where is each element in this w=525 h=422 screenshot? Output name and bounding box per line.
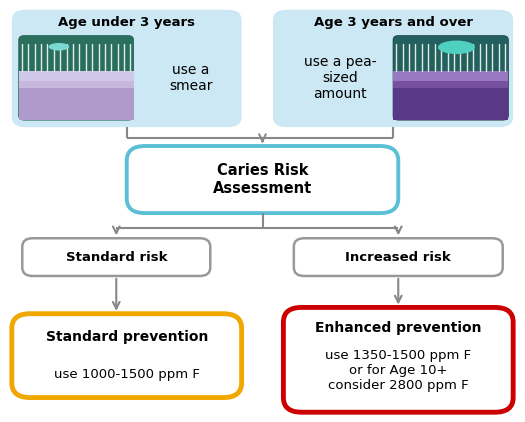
Text: Caries Risk
Assessment: Caries Risk Assessment xyxy=(213,163,312,196)
Text: use 1350-1500 ppm F
or for Age 10+
consider 2800 ppm F: use 1350-1500 ppm F or for Age 10+ consi… xyxy=(325,349,471,392)
FancyBboxPatch shape xyxy=(12,314,242,398)
Text: Standard risk: Standard risk xyxy=(66,251,167,264)
FancyBboxPatch shape xyxy=(19,35,134,120)
Bar xyxy=(393,88,508,120)
Ellipse shape xyxy=(49,43,69,51)
Text: Enhanced prevention: Enhanced prevention xyxy=(315,322,481,335)
Ellipse shape xyxy=(438,41,475,54)
FancyBboxPatch shape xyxy=(284,307,513,412)
Bar xyxy=(19,81,134,88)
Text: Increased risk: Increased risk xyxy=(345,251,451,264)
Text: use a pea-
sized
amount: use a pea- sized amount xyxy=(304,55,376,101)
FancyBboxPatch shape xyxy=(393,35,508,120)
FancyBboxPatch shape xyxy=(12,10,242,127)
Bar xyxy=(393,71,508,81)
Text: use 1000-1500 ppm F: use 1000-1500 ppm F xyxy=(54,368,200,381)
FancyBboxPatch shape xyxy=(22,238,211,276)
Text: Standard prevention: Standard prevention xyxy=(46,330,208,344)
Text: use a
smear: use a smear xyxy=(169,63,213,93)
FancyBboxPatch shape xyxy=(127,146,398,213)
Bar xyxy=(19,71,134,81)
Bar xyxy=(393,81,508,88)
Text: Age 3 years and over: Age 3 years and over xyxy=(313,16,472,29)
FancyBboxPatch shape xyxy=(273,10,513,127)
Bar xyxy=(19,88,134,120)
FancyBboxPatch shape xyxy=(294,238,503,276)
Text: Age under 3 years: Age under 3 years xyxy=(58,16,195,29)
